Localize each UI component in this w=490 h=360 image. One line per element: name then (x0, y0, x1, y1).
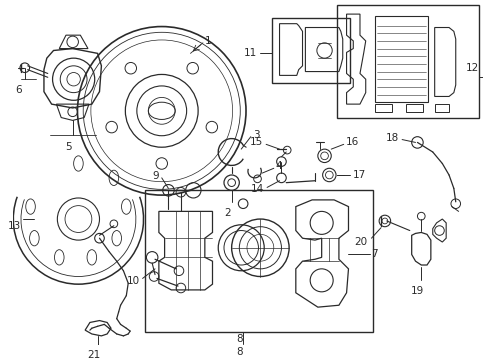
Text: 8: 8 (236, 347, 243, 357)
Text: 9: 9 (152, 171, 159, 181)
Text: 3: 3 (253, 130, 259, 140)
Text: 1: 1 (205, 36, 212, 46)
Text: 11: 11 (244, 48, 258, 58)
Bar (272, 18, 350, 83)
Text: 14: 14 (251, 184, 264, 194)
Bar (337, 5, 479, 117)
Text: 15: 15 (250, 138, 263, 148)
Text: 12: 12 (466, 63, 479, 73)
Text: 13: 13 (8, 221, 21, 231)
Text: 19: 19 (411, 286, 424, 296)
Text: 21: 21 (87, 350, 100, 360)
Text: 20: 20 (355, 237, 368, 247)
Bar (146, 190, 373, 332)
Text: 10: 10 (126, 276, 140, 286)
Text: 7: 7 (371, 248, 378, 258)
Text: 16: 16 (345, 138, 359, 148)
Text: 5: 5 (66, 143, 72, 152)
Text: 17: 17 (352, 170, 366, 180)
Text: 18: 18 (386, 132, 399, 143)
Text: 6: 6 (16, 85, 23, 95)
Text: 4: 4 (276, 161, 282, 171)
Text: 8: 8 (236, 334, 243, 344)
Text: 2: 2 (224, 208, 231, 217)
Bar (375, 16, 428, 102)
